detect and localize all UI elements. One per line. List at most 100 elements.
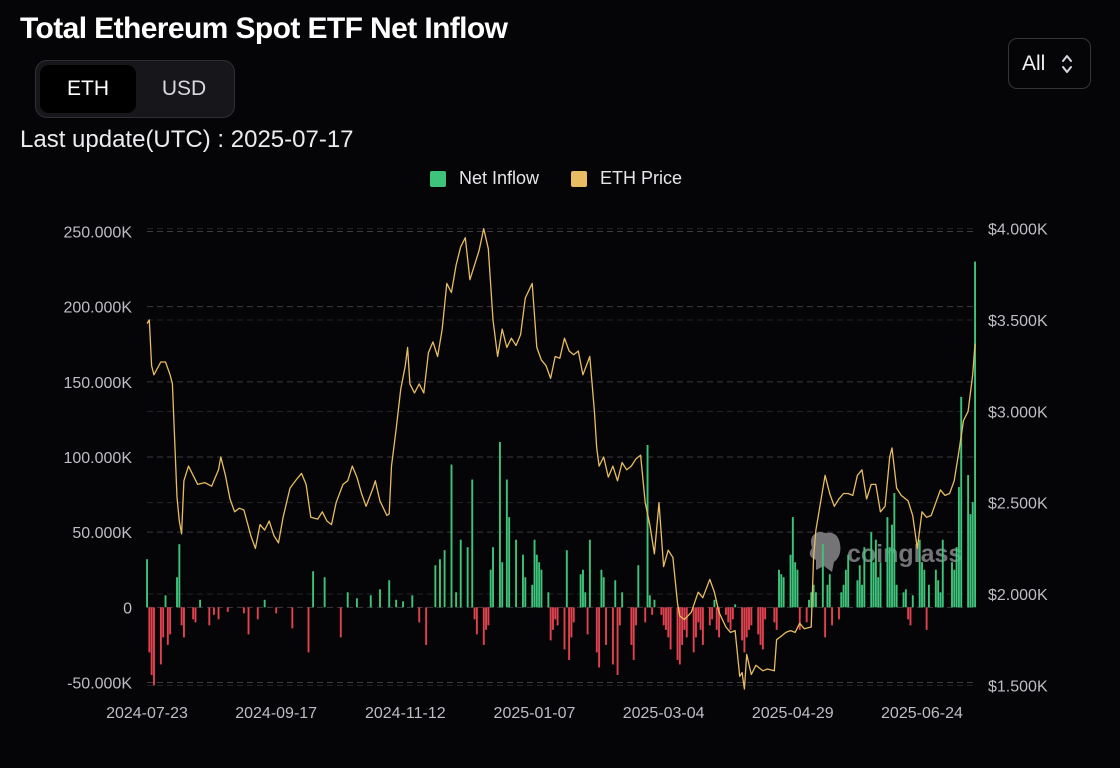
inflow-bar-106 <box>676 607 679 660</box>
y-axis-right: $1.500K $2.000K $2.500K $3.000K $3.500K $4.00… <box>988 222 1048 696</box>
inflow-bar-115 <box>701 607 704 645</box>
inflow-bar-90 <box>618 607 621 626</box>
inflow-bar-69 <box>552 607 554 630</box>
inflow-bar-142 <box>794 562 797 608</box>
inflow-bar-18 <box>217 607 220 620</box>
inflow-bar-182 <box>925 607 928 630</box>
inflow-bar-27 <box>312 571 315 608</box>
inflow-bar-154 <box>831 607 833 626</box>
legend-label-net-inflow: Net Inflow <box>459 168 540 188</box>
inflow-bar-181 <box>923 569 926 608</box>
legend-item-eth-price[interactable]: ETH Price <box>571 168 682 189</box>
inflow-bar-103 <box>665 607 667 630</box>
inflow-bar-5 <box>162 607 165 638</box>
net-inflow-bars <box>146 261 976 686</box>
inflow-bar-88 <box>614 580 617 608</box>
time-range-select[interactable]: All <box>1008 38 1091 89</box>
inflow-bar-107 <box>678 607 681 665</box>
inflow-bar-159 <box>847 554 850 608</box>
inflow-bar-10 <box>178 544 181 608</box>
inflow-bar-23 <box>263 599 266 608</box>
inflow-bar-37 <box>411 595 414 608</box>
inflow-bar-0 <box>146 559 148 608</box>
inflow-bar-195 <box>971 502 974 608</box>
inflow-bar-171 <box>891 524 893 608</box>
unit-option-eth[interactable]: ETH <box>40 65 136 113</box>
legend-label-eth-price: ETH Price <box>600 168 683 188</box>
inflow-bar-71 <box>556 607 559 626</box>
inflow-bar-113 <box>697 607 700 623</box>
inflow-bar-12 <box>183 607 185 638</box>
inflow-bar-162 <box>861 584 863 608</box>
inflow-bar-147 <box>810 592 813 608</box>
inflow-bar-155 <box>838 607 840 620</box>
y-right-tick-label: $3.000K <box>988 404 1048 421</box>
inflow-bar-67 <box>547 592 550 608</box>
inflow-bar-35 <box>395 599 398 608</box>
inflow-bar-128 <box>745 607 748 638</box>
inflow-bar-17 <box>212 607 215 615</box>
inflow-bar-179 <box>918 539 921 608</box>
inflow-bar-101 <box>660 607 663 615</box>
inflow-bar-16 <box>208 607 211 626</box>
inflow-bar-46 <box>466 547 469 608</box>
inflow-bar-83 <box>598 607 601 668</box>
inflow-bar-95 <box>637 565 640 608</box>
inflow-bar-80 <box>586 607 589 635</box>
inflow-bar-129 <box>748 607 750 630</box>
inflow-bar-8 <box>169 607 172 635</box>
inflow-bar-194 <box>969 514 972 608</box>
inflow-bar-193 <box>967 475 970 608</box>
inflow-bar-185 <box>937 580 940 608</box>
inflow-bar-87 <box>611 607 614 665</box>
coinglass-logo-icon <box>809 532 841 572</box>
inflow-bar-127 <box>743 607 746 653</box>
inflow-bar-125 <box>734 604 737 608</box>
inflow-bar-41 <box>439 559 441 608</box>
inflow-bar-32 <box>369 595 372 608</box>
inflow-bar-70 <box>554 607 557 620</box>
inflow-bar-126 <box>741 607 744 641</box>
inflow-bar-1 <box>148 607 151 653</box>
inflow-bar-141 <box>791 517 794 608</box>
y-left-tick-label: 50.000K <box>72 525 132 542</box>
inflow-bar-45 <box>459 539 462 608</box>
inflow-bar-149 <box>814 592 817 608</box>
inflow-bar-111 <box>692 607 695 653</box>
inflow-bar-14 <box>194 607 197 623</box>
inflow-bar-84 <box>600 569 603 608</box>
inflow-bar-120 <box>718 607 720 638</box>
inflow-bar-192 <box>960 396 963 608</box>
unit-option-usd[interactable]: USD <box>161 77 207 100</box>
inflow-bar-180 <box>921 562 923 608</box>
inflow-bar-110 <box>685 607 688 638</box>
inflow-bar-4 <box>159 607 162 665</box>
inflow-bar-184 <box>934 569 937 608</box>
inflow-bar-33 <box>379 589 381 608</box>
inflow-bar-77 <box>579 574 582 608</box>
inflow-bar-99 <box>651 607 654 615</box>
inflow-bar-15 <box>199 599 202 608</box>
inflow-bar-51 <box>485 607 488 630</box>
inflow-bar-138 <box>780 574 783 608</box>
inflow-bar-58 <box>508 517 511 608</box>
inflow-bar-188 <box>951 562 953 608</box>
inflow-bar-122 <box>727 607 730 623</box>
inflow-bar-109 <box>683 607 686 630</box>
inflow-bar-26 <box>307 607 310 653</box>
inflow-bar-47 <box>471 479 474 608</box>
inflow-bar-189 <box>953 569 956 608</box>
x-tick-label: 2025-06-24 <box>881 705 963 722</box>
time-range-value: All <box>1022 51 1046 75</box>
legend-swatch-eth-price <box>571 170 587 187</box>
inflow-bar-76 <box>572 607 575 623</box>
legend-item-net-inflow[interactable]: Net Inflow <box>430 168 539 189</box>
x-tick-label: 2025-03-04 <box>623 705 705 722</box>
inflow-bar-178 <box>911 595 914 608</box>
inflow-bar-9 <box>176 577 178 608</box>
inflow-bar-168 <box>879 562 882 608</box>
page-title: Total Ethereum Spot ETF Net Inflow <box>20 12 508 45</box>
inflow-bar-186 <box>939 592 942 608</box>
y-left-tick-label: -50.000K <box>67 675 132 692</box>
